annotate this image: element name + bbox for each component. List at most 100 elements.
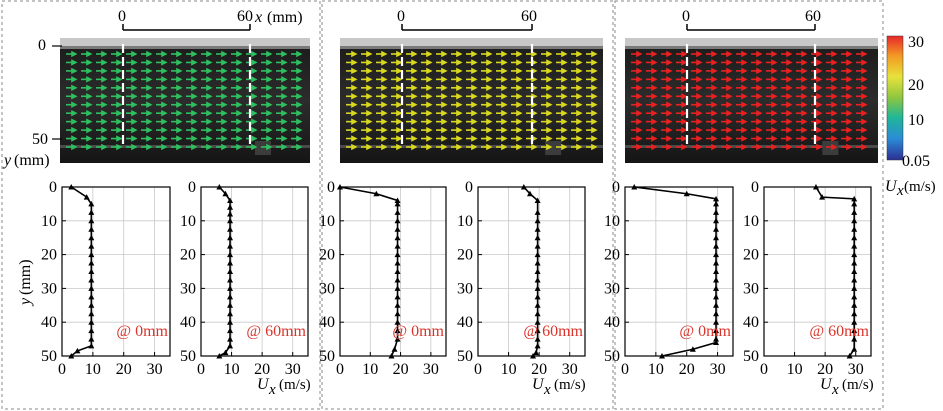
profile-x-label-unit: (m/s) bbox=[279, 377, 311, 393]
field-background bbox=[625, 38, 878, 163]
data-point bbox=[846, 353, 853, 359]
data-point bbox=[88, 268, 95, 274]
x-tick-label: 0 bbox=[197, 361, 205, 378]
colorbar-gradient bbox=[886, 35, 904, 161]
data-point bbox=[851, 195, 858, 202]
colorbar-tick-10: 10 bbox=[908, 112, 924, 129]
data-point bbox=[534, 327, 541, 334]
profile-x-label-var: U bbox=[532, 376, 545, 393]
data-point bbox=[337, 184, 343, 190]
data-point bbox=[851, 200, 858, 207]
data-point bbox=[851, 327, 858, 334]
colorbar-tick-30: 30 bbox=[908, 34, 924, 51]
data-point bbox=[227, 310, 234, 317]
y-tick-label: 10 bbox=[743, 213, 759, 230]
y-tick-label: 40 bbox=[41, 314, 57, 331]
data-point bbox=[394, 336, 401, 342]
x-tick-label: 20 bbox=[531, 361, 547, 378]
data-point bbox=[227, 302, 234, 308]
data-point bbox=[216, 353, 223, 359]
x-tick-label: 10 bbox=[787, 361, 803, 378]
data-point bbox=[713, 293, 720, 300]
data-point bbox=[851, 251, 858, 258]
profile-y-label-var: y bbox=[17, 297, 34, 307]
y-tick-label: 50 bbox=[457, 348, 473, 365]
field-top-wall bbox=[340, 38, 603, 46]
data-point bbox=[534, 268, 541, 274]
y-tick-label: 10 bbox=[41, 213, 57, 230]
data-point bbox=[713, 226, 720, 232]
data-point bbox=[227, 197, 234, 204]
data-point bbox=[713, 327, 720, 334]
data-point bbox=[227, 319, 234, 325]
data-point bbox=[851, 319, 858, 325]
data-point bbox=[388, 353, 395, 359]
velocity-fields bbox=[60, 38, 878, 163]
x-tick-label: 30 bbox=[285, 361, 301, 378]
data-point bbox=[88, 200, 95, 207]
data-point bbox=[88, 285, 95, 291]
data-point bbox=[713, 302, 720, 308]
x-tick-label: 20 bbox=[393, 361, 409, 378]
profile-annotation: @ 60mm bbox=[809, 323, 869, 340]
data-point bbox=[216, 184, 223, 190]
data-point bbox=[851, 217, 858, 224]
x-tick-label: 30 bbox=[848, 361, 864, 378]
data-point bbox=[394, 302, 401, 308]
y-tick-label: 10 bbox=[604, 213, 620, 230]
colorbar-tick-005: 0.05 bbox=[902, 153, 930, 170]
profile-x-label-unit: (m/s) bbox=[842, 377, 874, 393]
plot-frame bbox=[200, 186, 309, 357]
data-point bbox=[88, 260, 95, 266]
y-tick-label: 20 bbox=[41, 247, 57, 264]
data-point bbox=[88, 276, 95, 283]
y-tick-label: 0 bbox=[612, 179, 620, 196]
profile-line bbox=[70, 186, 93, 357]
data-point bbox=[227, 342, 234, 349]
y-tick-label: 0 bbox=[188, 179, 196, 196]
data-point bbox=[689, 346, 696, 352]
data-point bbox=[851, 243, 858, 249]
y-tick-label: 40 bbox=[180, 314, 196, 331]
data-point bbox=[713, 339, 720, 345]
profile-annotation: @ 0mm bbox=[392, 323, 444, 340]
y-tick-label: 0 bbox=[49, 179, 57, 196]
y-tick-label: 50 bbox=[743, 348, 759, 365]
data-point bbox=[713, 251, 720, 258]
data-point bbox=[394, 260, 401, 266]
data-point bbox=[851, 285, 858, 291]
data-point bbox=[88, 234, 95, 241]
data-point bbox=[227, 336, 234, 342]
data-point bbox=[88, 310, 95, 317]
profile-line bbox=[815, 186, 855, 357]
field-bottom-fixture bbox=[545, 141, 562, 155]
field-x-tick-0: 0 bbox=[682, 8, 690, 25]
data-point bbox=[88, 217, 95, 224]
data-point bbox=[88, 209, 95, 215]
field-x-axis-case-2: 0 60 bbox=[397, 8, 537, 31]
data-point bbox=[227, 276, 234, 283]
x-tick-label: 30 bbox=[423, 361, 439, 378]
data-point bbox=[394, 243, 401, 249]
panel-borders bbox=[1, 0, 884, 410]
data-point bbox=[88, 293, 95, 300]
field-x-axes: 0 60 x (mm) 0 60 0 60 bbox=[118, 8, 821, 31]
data-point bbox=[534, 234, 541, 241]
data-point bbox=[68, 353, 75, 359]
profile-x-label-var: U bbox=[257, 376, 270, 393]
profile-annotation: @ 0mm bbox=[116, 323, 168, 340]
field-bottom-edge bbox=[60, 145, 310, 148]
data-point bbox=[394, 209, 401, 215]
data-point bbox=[88, 319, 95, 325]
data-point bbox=[713, 310, 720, 317]
field-top-wall bbox=[625, 38, 878, 46]
colorbar-tick-20: 20 bbox=[908, 77, 924, 94]
y-tick-label: 20 bbox=[180, 247, 196, 264]
data-point bbox=[851, 226, 858, 232]
data-point bbox=[394, 234, 401, 241]
data-point bbox=[534, 217, 541, 224]
